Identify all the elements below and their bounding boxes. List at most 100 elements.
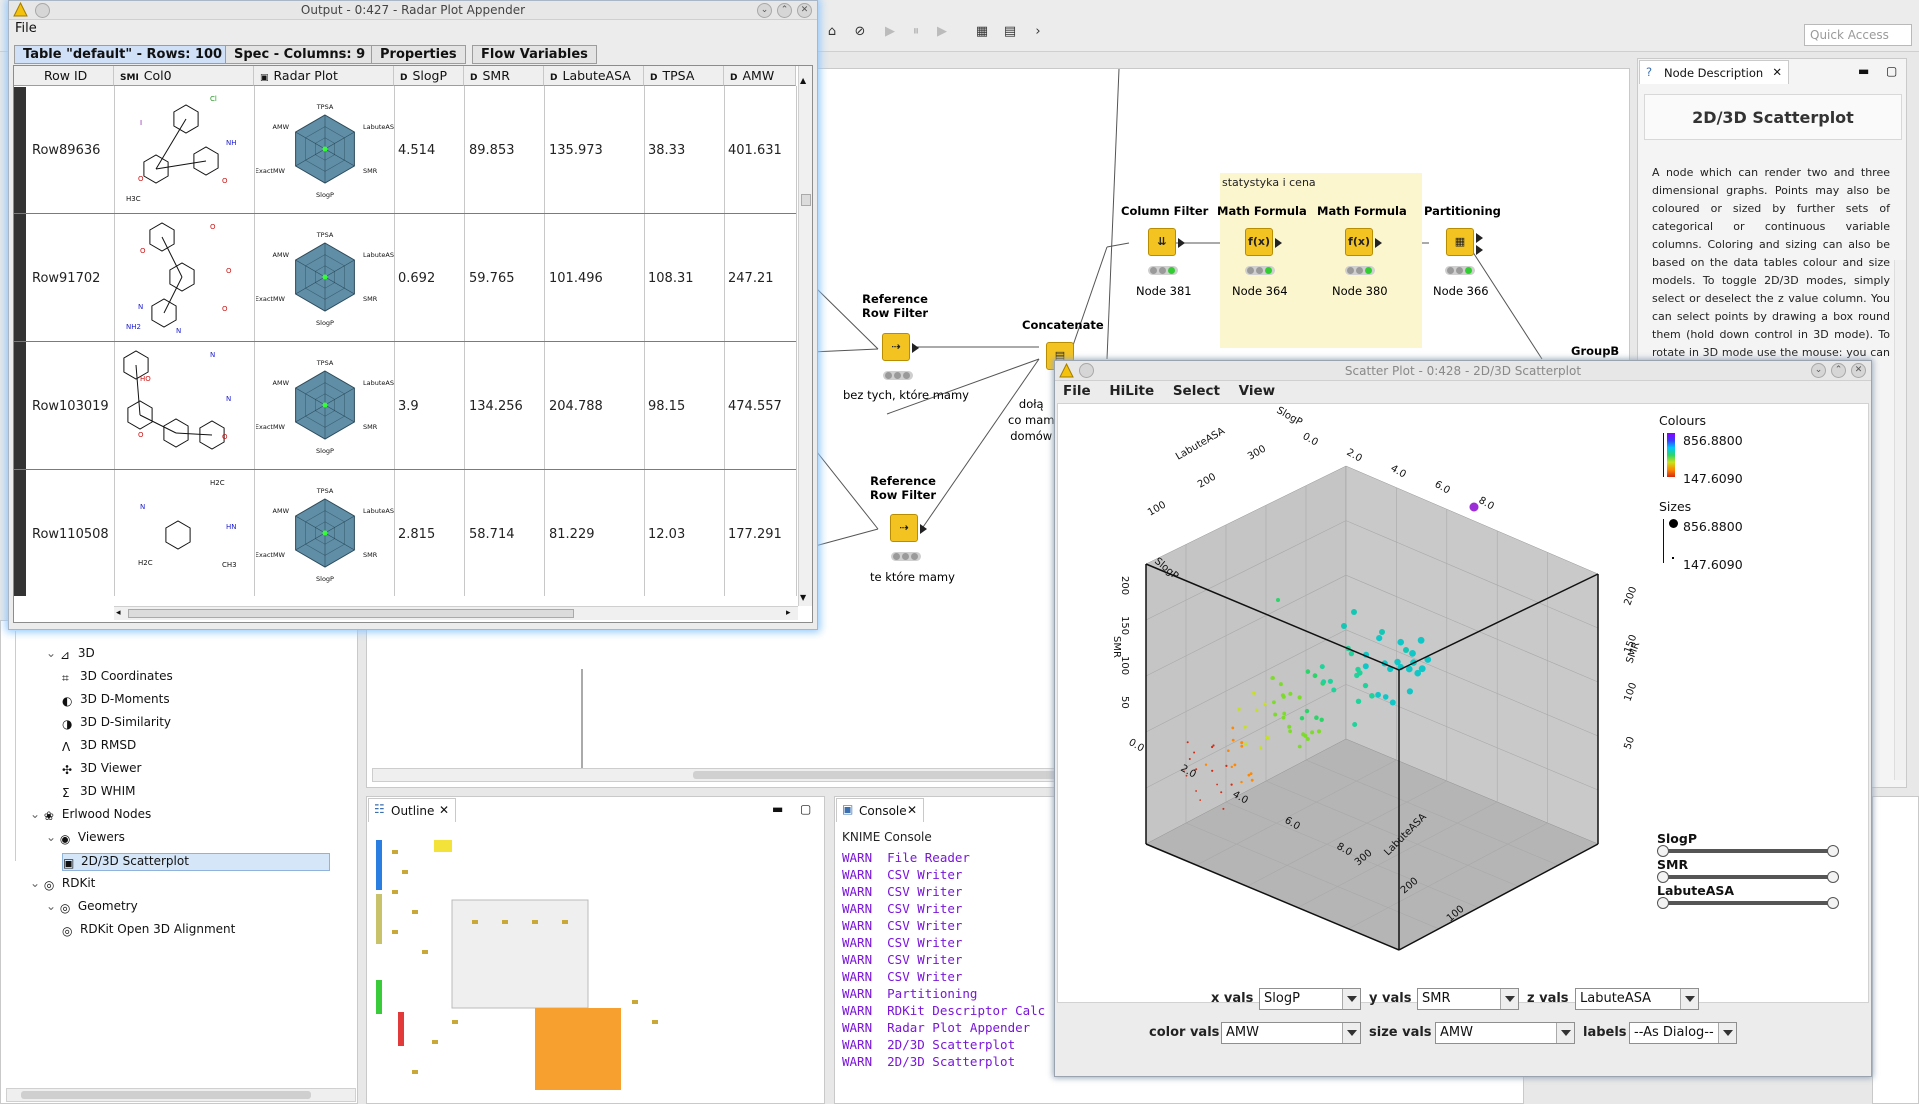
scatter-point[interactable] xyxy=(1231,738,1235,742)
scatter-point[interactable] xyxy=(1341,623,1347,629)
scatter-point[interactable] xyxy=(1280,693,1285,698)
math-formula-node-380[interactable]: f(x) xyxy=(1345,228,1373,256)
menu-file[interactable]: File xyxy=(1063,383,1091,399)
window-close-button[interactable]: ✕ xyxy=(1851,363,1866,378)
scatter-point[interactable] xyxy=(1299,716,1305,721)
scatter-point[interactable] xyxy=(1240,780,1243,784)
scatter-point[interactable] xyxy=(1216,783,1218,786)
repository-item[interactable]: ✣ 3D Viewer xyxy=(62,761,141,777)
table-cell-tpsa[interactable]: 98.15 xyxy=(648,399,686,414)
chevron-down-icon[interactable]: ⌄ xyxy=(30,807,44,821)
column-header-tpsa[interactable]: D TPSA xyxy=(644,66,724,86)
scatter-point[interactable] xyxy=(1211,769,1214,772)
scatter-point[interactable] xyxy=(1240,744,1244,748)
scatter-point[interactable] xyxy=(1314,715,1319,720)
scatter-point[interactable] xyxy=(1249,772,1253,775)
tab-properties[interactable]: Properties xyxy=(371,45,466,64)
scatter-point[interactable] xyxy=(1250,778,1254,782)
scatter-point[interactable] xyxy=(1237,707,1241,711)
scatter-point[interactable] xyxy=(1297,695,1302,700)
table-cell-labute[interactable]: 204.788 xyxy=(549,399,603,414)
scatter-point[interactable] xyxy=(1195,768,1198,771)
scatter-point[interactable] xyxy=(1188,758,1191,760)
scatter-point[interactable] xyxy=(1331,687,1337,693)
wid-icon[interactable]: ⌂ xyxy=(827,24,837,39)
quick-access-input[interactable]: Quick Access xyxy=(1804,24,1912,46)
scatter-point[interactable] xyxy=(1263,702,1267,707)
table-cell-id[interactable]: Row103019 xyxy=(32,399,109,414)
chevron-down-icon[interactable]: ⌄ xyxy=(46,646,60,660)
repository-item[interactable]: Σ 3D WHIM xyxy=(62,784,135,800)
scatter-point[interactable] xyxy=(1259,746,1263,750)
grid-icon[interactable]: ▦ xyxy=(975,24,989,39)
column-header-smr[interactable]: D SMR xyxy=(464,66,544,86)
column-header-amw[interactable]: D AMW xyxy=(724,66,796,86)
scatter-point[interactable] xyxy=(1270,676,1275,680)
partitioning-node[interactable]: ▦ xyxy=(1446,228,1474,256)
scatter-point[interactable] xyxy=(1278,682,1283,687)
scatter-point[interactable] xyxy=(1211,745,1214,749)
scatter-point[interactable] xyxy=(1273,712,1278,717)
table-horizontal-scrollbar[interactable]: ◂ ▸ xyxy=(114,606,798,620)
menu-hilite[interactable]: HiLite xyxy=(1109,383,1155,399)
repository-item[interactable]: Λ 3D RMSD xyxy=(62,738,136,754)
window-maximize-button[interactable]: ⌃ xyxy=(1831,363,1846,378)
tab-outline[interactable]: ☷ Outline ✕ xyxy=(368,798,456,822)
scatter-point[interactable] xyxy=(1288,691,1293,696)
repository-item[interactable]: ▣ 2D/3D Scatterplot xyxy=(62,853,330,871)
column-header-labuteasa[interactable]: D LabuteASA xyxy=(544,66,644,86)
menu-select[interactable]: Select xyxy=(1172,383,1220,399)
scatter-point[interactable] xyxy=(1244,742,1248,746)
table-cell-smr[interactable]: 134.256 xyxy=(469,399,523,414)
scatter-point[interactable] xyxy=(1418,665,1426,673)
workflow-annotation[interactable] xyxy=(1220,173,1422,348)
table-cell-labute[interactable]: 101.496 xyxy=(549,271,603,286)
scatter-point[interactable] xyxy=(1281,715,1286,720)
tab-spec[interactable]: Spec - Columns: 9 xyxy=(225,45,375,64)
table-cell-id[interactable]: Row89636 xyxy=(32,143,101,158)
scatter-point[interactable] xyxy=(1227,749,1230,752)
color-vals-select[interactable]: AMW xyxy=(1221,1022,1361,1044)
slider-smr-min[interactable] xyxy=(1657,871,1669,883)
scatter-point[interactable] xyxy=(1282,711,1287,716)
slider-smr-track[interactable] xyxy=(1663,875,1833,879)
pause-icon[interactable]: ⏸ xyxy=(912,24,920,39)
resume-icon[interactable]: ▶ xyxy=(937,24,947,39)
column-header-col0[interactable]: SMI Col0 xyxy=(114,66,254,86)
scatter-point[interactable] xyxy=(1321,679,1327,685)
table-cell-amw[interactable]: 474.557 xyxy=(728,399,782,414)
column-filter-node[interactable]: ⇊ xyxy=(1148,228,1176,256)
outline-minimap[interactable] xyxy=(372,830,812,1090)
scatter-point[interactable] xyxy=(1312,673,1318,679)
size-vals-select[interactable]: AMW xyxy=(1435,1022,1575,1044)
scatter-point[interactable] xyxy=(1409,650,1416,657)
scatter-point[interactable] xyxy=(1225,764,1228,767)
scatter-point[interactable] xyxy=(1305,669,1311,674)
scatter-point[interactable] xyxy=(1362,663,1369,670)
scatter-point[interactable] xyxy=(1319,717,1324,722)
scatter-point[interactable] xyxy=(1265,736,1270,740)
scatter-point[interactable] xyxy=(1231,726,1235,730)
scatter-point[interactable] xyxy=(1230,783,1233,786)
scatter-point[interactable] xyxy=(1414,669,1421,677)
tab-table-default[interactable]: Table "default" - Rows: 100 xyxy=(14,45,232,64)
scatter-point[interactable] xyxy=(1204,763,1208,766)
scatter-point[interactable] xyxy=(1310,730,1315,735)
scatter-point[interactable] xyxy=(1369,693,1375,699)
chevron-down-icon[interactable]: ⌄ xyxy=(46,830,60,844)
scatter-point[interactable] xyxy=(1186,741,1189,744)
scatter-point[interactable] xyxy=(1305,737,1310,741)
scatter-point[interactable] xyxy=(1303,733,1308,738)
scatter-point[interactable] xyxy=(1199,799,1201,801)
tab-node-description[interactable]: ? Node Description ✕ xyxy=(1639,60,1789,84)
slider-labuteasa-track[interactable] xyxy=(1663,901,1833,905)
scatter-point[interactable] xyxy=(1352,722,1358,727)
3d-scatter-plot[interactable]: 0.02.04.06.08.00.02.04.06.08.01002003001… xyxy=(1058,404,1868,1002)
menu-view[interactable]: View xyxy=(1238,383,1276,399)
scatter-point[interactable] xyxy=(1316,729,1322,734)
close-icon[interactable]: ✕ xyxy=(438,803,449,817)
scatter-point[interactable] xyxy=(1304,708,1310,714)
column-header-slogp[interactable]: D SlogP xyxy=(394,66,464,86)
table-cell-slogp[interactable]: 3.9 xyxy=(398,399,419,414)
table-cell-id[interactable]: Row91702 xyxy=(32,271,101,286)
